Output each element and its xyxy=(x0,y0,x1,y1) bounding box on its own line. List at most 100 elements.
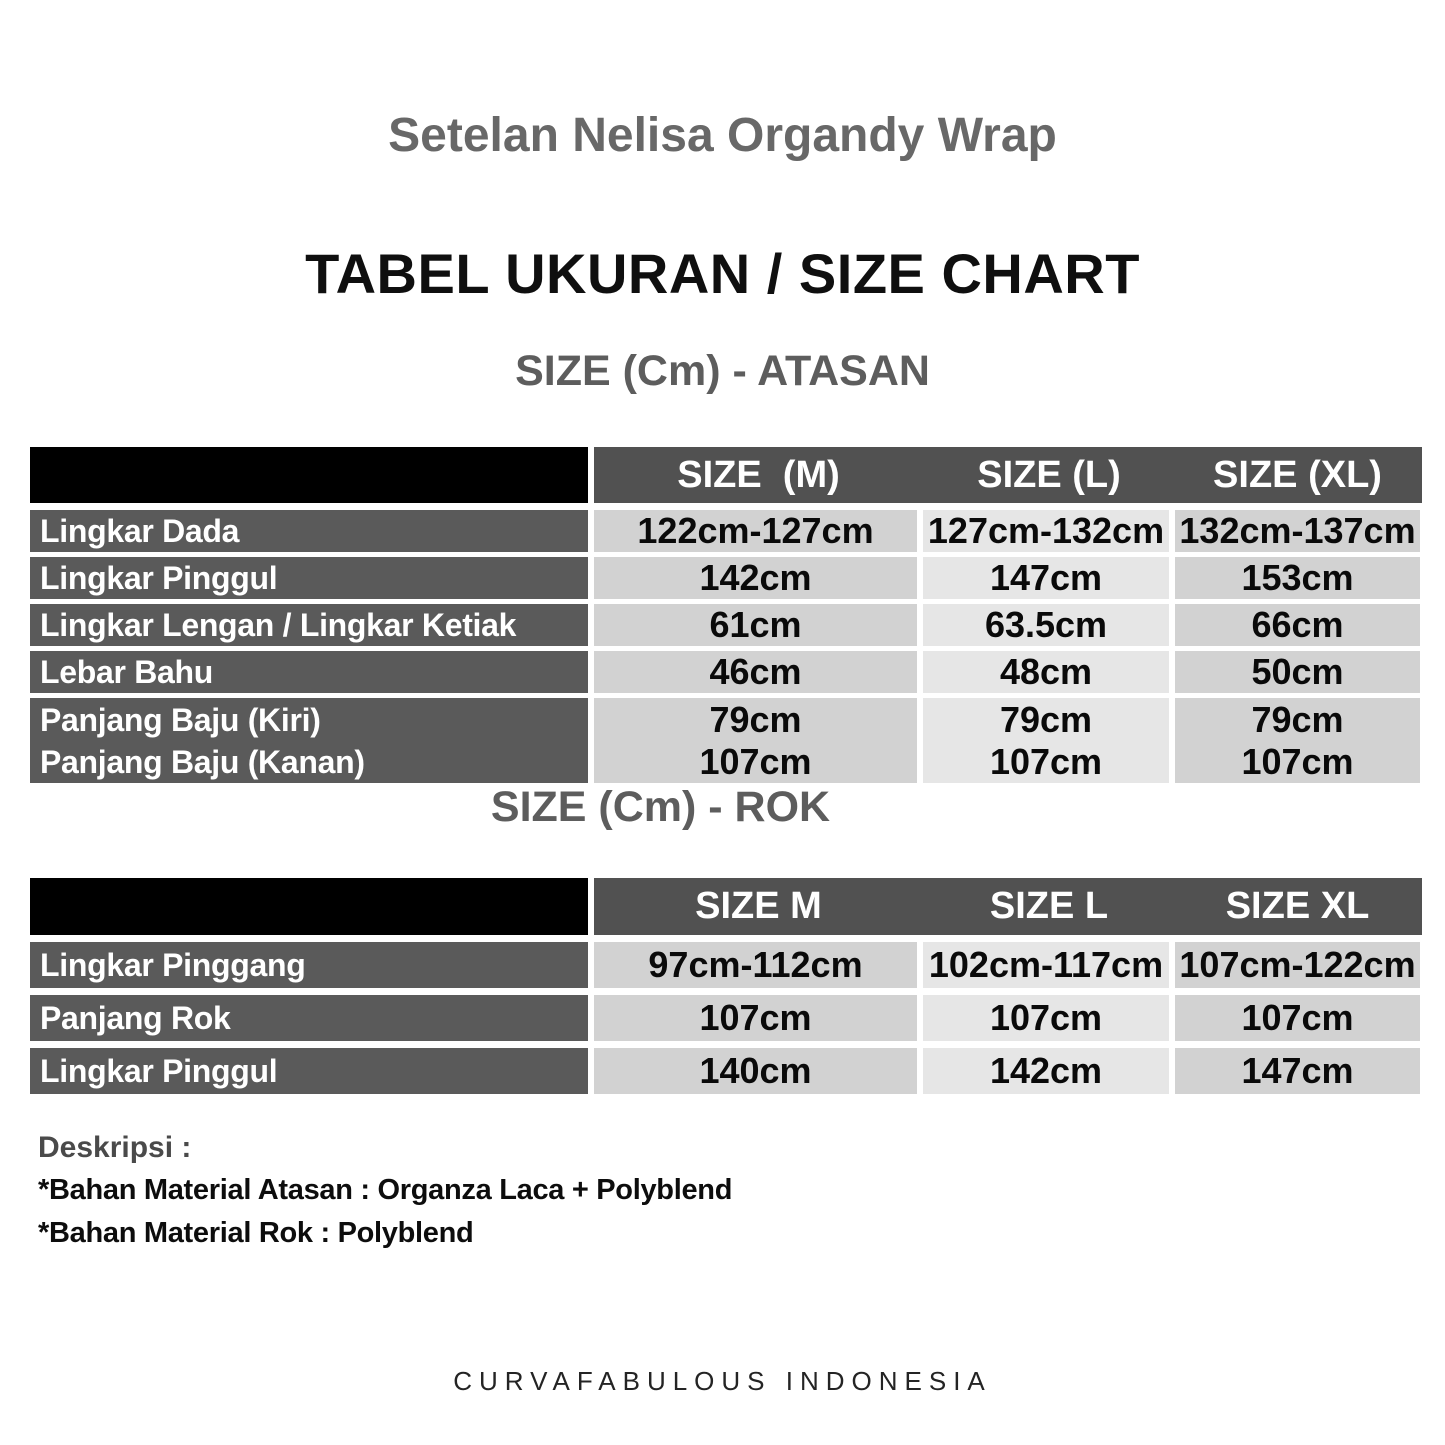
column-header-l: SIZE L xyxy=(989,885,1109,927)
row-label-text: Panjang Baju (Kanan) xyxy=(40,743,365,780)
value-text: 107cm xyxy=(699,740,812,782)
size-table-rok: SIZE M SIZE L SIZE XL Lingkar Pinggang 97cm-… xyxy=(30,878,1422,1094)
value-text: 142cm xyxy=(699,557,812,598)
description-block: Deskripsi : *Bahan Material Atasan : Org… xyxy=(38,1126,732,1255)
value-cell-xl: 153cm xyxy=(1175,557,1420,599)
row-label-cell: Panjang Baju (Kiri) Panjang Baju (Kanan) xyxy=(30,698,588,783)
value-text: 48cm xyxy=(999,651,1093,692)
value-cell-m: 140cm xyxy=(594,1048,917,1094)
value-text: 66cm xyxy=(1251,604,1344,645)
product-title: Setelan Nelisa Organdy Wrap xyxy=(388,109,1057,162)
value-text: 50cm xyxy=(1251,651,1344,692)
row-label-text: Lebar Bahu xyxy=(40,654,214,690)
section-title-rok-text: SIZE (Cm) - ROK xyxy=(490,783,831,831)
value-cell-xl: 132cm-137cm xyxy=(1175,510,1420,552)
table-header-row: SIZE M SIZE L SIZE XL xyxy=(30,878,1422,935)
value-text: 107cm-122cm xyxy=(1179,944,1416,985)
value-text: 63.5cm xyxy=(984,604,1108,645)
value-cell-l: 147cm xyxy=(923,557,1169,599)
value-cell-l: 63.5cm xyxy=(923,604,1169,646)
value-text: 107cm xyxy=(989,997,1103,1038)
value-cell-l: 127cm-132cm xyxy=(923,510,1169,552)
value-text: 79cm xyxy=(709,698,802,740)
row-label-text: Panjang Rok xyxy=(40,1000,231,1036)
value-text: 107cm xyxy=(989,740,1103,782)
value-text: 140cm xyxy=(699,1050,812,1091)
value-cell-xl: 50cm xyxy=(1175,651,1420,693)
table-corner-cell xyxy=(30,447,588,503)
table-row: Lingkar Pinggang 97cm-112cm 102cm-117cm 107… xyxy=(30,942,1420,988)
column-header-band: SIZE (M) SIZE (L) SIZE (XL) xyxy=(594,447,1422,503)
row-label-cell: Panjang Rok xyxy=(30,995,588,1041)
main-heading: TABEL UKURAN / SIZE CHART xyxy=(305,242,1140,305)
row-label-text: Lingkar Pinggul xyxy=(40,1053,278,1089)
table-row: Panjang Rok 107cm 107cm 107cm xyxy=(30,995,1420,1041)
value-text: 107cm xyxy=(1241,740,1354,782)
value-text: 46cm xyxy=(709,651,802,692)
value-cell-m: 142cm xyxy=(594,557,917,599)
value-text: 127cm-132cm xyxy=(927,510,1165,551)
column-header-m: SIZE M xyxy=(695,885,822,927)
value-cell-l: 102cm-117cm xyxy=(923,942,1169,988)
value-cell-m: 97cm-112cm xyxy=(594,942,917,988)
column-header-xl: SIZE (XL) xyxy=(1213,453,1382,496)
value-cell-l: 107cm xyxy=(923,995,1169,1041)
value-cell-m: 61cm xyxy=(594,604,917,646)
value-text: 122cm-127cm xyxy=(637,510,874,551)
row-label-text: Lingkar Dada xyxy=(40,513,240,549)
row-label-cell: Lingkar Pinggang xyxy=(30,942,588,988)
table-row: Lingkar Dada 122cm-127cm 127cm-132cm 132cm-… xyxy=(30,510,1420,552)
value-cell-xl: 147cm xyxy=(1175,1048,1420,1094)
row-label-cell: Lebar Bahu xyxy=(30,651,588,693)
column-header-band: SIZE M SIZE L SIZE XL xyxy=(594,878,1422,935)
table-row: Lingkar Pinggul 140cm 142cm 147cm xyxy=(30,1048,1420,1094)
description-line-material-rok: *Bahan Material Rok : Polyblend xyxy=(38,1217,474,1249)
value-text: 107cm xyxy=(1241,997,1354,1038)
value-text: 132cm-137cm xyxy=(1179,510,1416,551)
value-cell-m: 122cm-127cm xyxy=(594,510,917,552)
brand-footer: CURVAFABULOUS INDONESIA xyxy=(453,1366,992,1396)
column-header-xl: SIZE XL xyxy=(1225,885,1370,927)
value-cell-xl: 107cm xyxy=(1175,995,1420,1041)
table-header-row: SIZE (M) SIZE (L) SIZE (XL) xyxy=(30,447,1422,503)
row-label-cell: Lingkar Pinggul xyxy=(30,557,588,599)
value-cell-m: 46cm xyxy=(594,651,917,693)
value-text: 107cm xyxy=(699,997,812,1038)
value-text: 147cm xyxy=(1241,1050,1354,1091)
value-cell-l: 79cm 107cm xyxy=(923,698,1169,783)
section-title-rok: SIZE (Cm) - ROK xyxy=(0,783,1445,831)
column-header-m: SIZE (M) xyxy=(677,453,840,496)
section-title-atasan-text: SIZE (Cm) - ATASAN xyxy=(515,347,930,395)
value-text: 142cm xyxy=(989,1050,1103,1091)
column-header-l: SIZE (L) xyxy=(977,453,1121,496)
row-label-text: Lingkar Pinggul xyxy=(40,560,278,596)
value-cell-xl: 107cm-122cm xyxy=(1175,942,1420,988)
value-cell-l: 48cm xyxy=(923,651,1169,693)
table-row: Lingkar Pinggul 142cm 147cm 153cm xyxy=(30,557,1420,599)
table-row: Lebar Bahu 46cm 48cm 50cm xyxy=(30,651,1420,693)
size-table-atasan: SIZE (M) SIZE (L) SIZE (XL) Lingkar Dada 122… xyxy=(30,447,1422,783)
value-text: 61cm xyxy=(709,604,802,645)
value-text: 79cm xyxy=(999,698,1093,740)
value-text: 102cm-117cm xyxy=(928,944,1164,985)
table-corner-cell xyxy=(30,878,588,935)
value-cell-xl: 79cm 107cm xyxy=(1175,698,1420,783)
value-cell-xl: 66cm xyxy=(1175,604,1420,646)
section-title-atasan: SIZE (Cm) - ATASAN xyxy=(0,347,1445,395)
value-text: 153cm xyxy=(1241,557,1354,598)
value-text: 97cm-112cm xyxy=(648,944,863,985)
value-text: 79cm xyxy=(1251,698,1344,740)
description-heading: Deskripsi : xyxy=(38,1131,192,1164)
row-label-text: Panjang Baju (Kiri) xyxy=(40,701,321,738)
table-row: Panjang Baju (Kiri) Panjang Baju (Kanan) 7… xyxy=(30,698,1420,783)
row-label-cell: Lingkar Lengan / Lingkar Ketiak xyxy=(30,604,588,646)
value-text: 147cm xyxy=(989,557,1103,598)
description-line-material-atasan: *Bahan Material Atasan : Organza Laca + … xyxy=(38,1174,733,1206)
row-label-cell: Lingkar Dada xyxy=(30,510,588,552)
row-label-cell: Lingkar Pinggul xyxy=(30,1048,588,1094)
value-cell-l: 142cm xyxy=(923,1048,1169,1094)
table-row: Lingkar Lengan / Lingkar Ketiak 61cm 63.5c… xyxy=(30,604,1420,646)
value-cell-m: 79cm 107cm xyxy=(594,698,917,783)
value-cell-m: 107cm xyxy=(594,995,917,1041)
